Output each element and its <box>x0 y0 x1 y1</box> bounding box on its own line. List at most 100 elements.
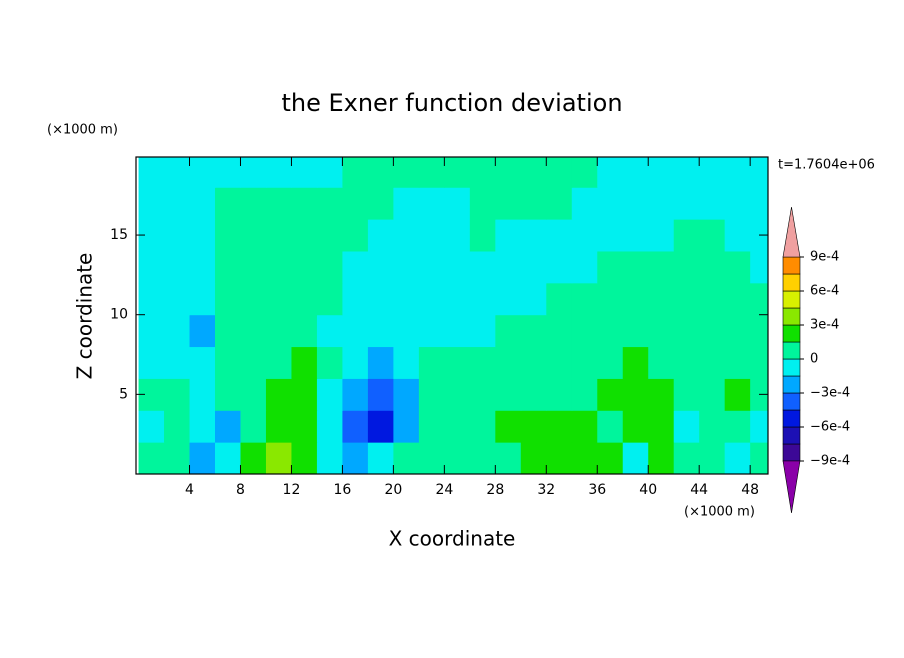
contour-cell <box>673 282 700 316</box>
colorbar-tick-label: 3e-4 <box>810 318 839 333</box>
contour-cell <box>265 219 292 252</box>
contour-cell <box>699 442 726 474</box>
contour-cell <box>546 250 573 284</box>
contour-cell <box>316 378 343 411</box>
x-tick-label: 20 <box>384 482 402 498</box>
contour-cell <box>240 250 267 284</box>
contour-cell <box>215 442 241 474</box>
contour-cell <box>520 442 547 474</box>
contour-cell <box>164 219 191 252</box>
y-unit: (×1000 m) <box>47 123 118 138</box>
contour-cell <box>418 250 445 284</box>
contour-cell <box>699 346 726 379</box>
contour-cell <box>444 187 471 220</box>
contour-cell <box>367 282 394 316</box>
contour-cell <box>571 410 598 443</box>
contour-cell <box>520 314 547 348</box>
colorbar-tick-label: 0 <box>810 352 818 367</box>
contour-cell <box>342 219 369 252</box>
contour-cell <box>622 250 649 284</box>
contour-cell <box>393 442 420 474</box>
colorbar-box <box>782 273 801 292</box>
colorbar-extend <box>782 206 801 258</box>
x-tick-label: 24 <box>435 482 453 498</box>
contour-cell <box>469 157 496 188</box>
contour-cell <box>291 378 318 411</box>
contour-cell <box>724 250 751 284</box>
contour-cell <box>164 378 191 411</box>
contour-cell <box>622 187 649 220</box>
contour-cell <box>571 250 598 284</box>
contour-cell <box>189 282 216 316</box>
contour-cell <box>291 346 318 379</box>
contour-cell <box>240 442 267 474</box>
contour-cell <box>750 314 768 348</box>
contour-cell <box>342 187 369 220</box>
colorbar-box <box>782 392 801 411</box>
contour-cell <box>571 157 598 188</box>
contour-cell <box>469 187 496 220</box>
contour-cell <box>215 314 241 348</box>
contour-cell <box>622 314 649 348</box>
contour-cell <box>393 282 420 316</box>
contour-cell <box>622 410 649 443</box>
x-tick-label: 40 <box>639 482 657 498</box>
contour-cell <box>418 219 445 252</box>
x-tick-label: 4 <box>185 482 194 498</box>
colorbar-box <box>782 426 801 445</box>
contour-cell <box>546 314 573 348</box>
contour-cell <box>215 410 241 443</box>
contour-cell <box>291 219 318 252</box>
contour-cell <box>189 314 216 348</box>
contour-cell <box>393 346 420 379</box>
contour-cell <box>342 250 369 284</box>
contour-cell <box>724 314 751 348</box>
contour-cell <box>495 346 522 379</box>
contour-cell <box>240 282 267 316</box>
contour-cell <box>164 187 191 220</box>
contour-cell <box>571 282 598 316</box>
contour-cell <box>724 219 751 252</box>
contour-cell <box>138 314 165 348</box>
contour-cell <box>265 187 292 220</box>
x-unit: (×1000 m) <box>684 505 755 520</box>
contour-cell <box>673 187 700 220</box>
contour-cell <box>342 314 369 348</box>
contour-cell <box>240 346 267 379</box>
contour-cell <box>138 157 165 188</box>
contour-cell <box>418 346 445 379</box>
y-tick-label: 5 <box>119 386 128 402</box>
contour-cell <box>215 219 241 252</box>
contour-cell <box>520 282 547 316</box>
x-tick-label: 48 <box>741 482 759 498</box>
contour-cell <box>673 378 700 411</box>
x-tick-label: 28 <box>486 482 504 498</box>
contour-cell <box>189 219 216 252</box>
contour-cell <box>444 378 471 411</box>
contour-cell <box>597 410 624 443</box>
contour-cell <box>367 187 394 220</box>
contour-cell <box>648 250 675 284</box>
contour-cell <box>750 157 768 188</box>
contour-cell <box>418 187 445 220</box>
contour-cell <box>520 187 547 220</box>
contour-cell <box>164 442 191 474</box>
contour-cell <box>648 219 675 252</box>
contour-cell <box>291 187 318 220</box>
contour-cell <box>240 219 267 252</box>
colorbar-tick-label: −3e-4 <box>810 386 850 401</box>
contour-cell <box>546 410 573 443</box>
contour-cell <box>444 442 471 474</box>
contour-cell <box>673 442 700 474</box>
contour-cell <box>750 187 768 220</box>
contour-cell <box>189 157 216 188</box>
contour-cell <box>597 219 624 252</box>
contour-cell <box>291 157 318 188</box>
contour-cell <box>571 219 598 252</box>
contour-cell <box>291 314 318 348</box>
contour-cell <box>342 442 369 474</box>
contour-cell <box>699 282 726 316</box>
contour-cell <box>699 378 726 411</box>
contour-cell <box>699 187 726 220</box>
